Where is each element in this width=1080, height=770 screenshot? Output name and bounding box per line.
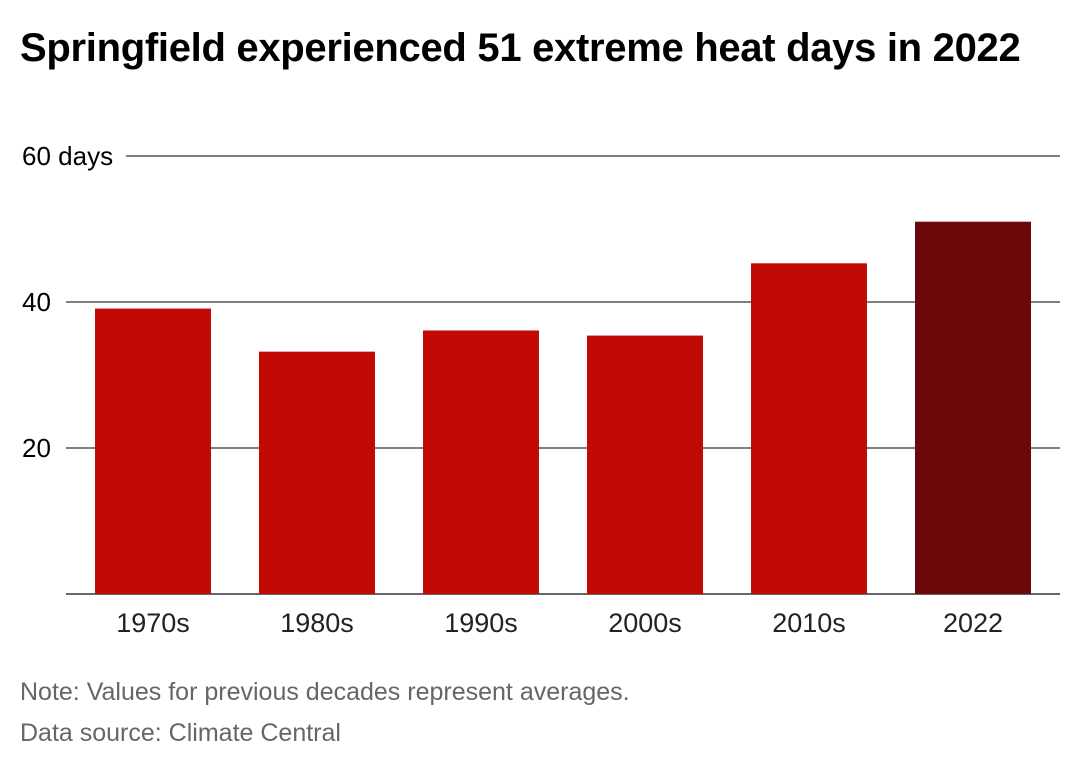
bar-2010s xyxy=(751,263,867,594)
bar-2022 xyxy=(915,221,1031,594)
y-axis-labels: 20 40 60 days xyxy=(22,141,113,463)
x-tick-label: 1980s xyxy=(280,608,354,638)
bar-2000s xyxy=(587,335,703,594)
x-axis-labels: 1970s 1980s 1990s 2000s 2010s 2022 xyxy=(116,608,1003,638)
bars xyxy=(95,221,1031,594)
y-tick-label: 20 xyxy=(22,433,51,463)
x-tick-label: 1990s xyxy=(444,608,518,638)
gridlines xyxy=(66,155,1060,595)
bar-1990s xyxy=(423,330,539,594)
data-source: Data source: Climate Central xyxy=(20,719,341,747)
chart-note: Note: Values for previous decades repres… xyxy=(20,678,630,706)
y-tick-label: 40 xyxy=(22,287,51,317)
y-tick-label: 60 days xyxy=(22,141,113,171)
x-tick-label: 2010s xyxy=(772,608,846,638)
bar-1980s xyxy=(259,351,375,594)
x-tick-label: 2022 xyxy=(943,608,1003,638)
chart-title: Springfield experienced 51 extreme heat … xyxy=(20,26,1021,70)
x-tick-label: 2000s xyxy=(608,608,682,638)
x-tick-label: 1970s xyxy=(116,608,190,638)
bar-chart: 1970s 1980s 1990s 2000s 2010s 2022 20 40 60 day… xyxy=(22,141,1060,638)
bar-1970s xyxy=(95,308,211,594)
